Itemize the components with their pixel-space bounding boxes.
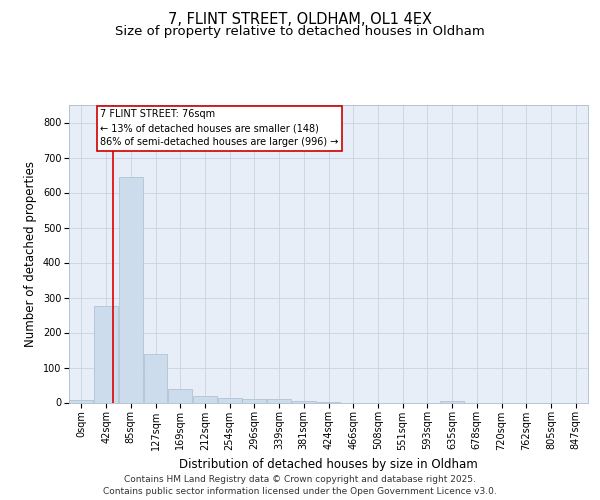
Bar (119, 177, 143, 402)
Bar (218, 398, 242, 402)
Text: 7 FLINT STREET: 76sqm
← 13% of detached houses are smaller (148)
86% of semi-det: 7 FLINT STREET: 76sqm ← 13% of detached … (100, 110, 338, 148)
Text: Size of property relative to detached houses in Oldham: Size of property relative to detached ho… (115, 25, 485, 38)
Bar (143, 354, 167, 403)
Bar (242, 398, 266, 402)
Text: Contains HM Land Registry data © Crown copyright and database right 2025.
Contai: Contains HM Land Registry data © Crown c… (103, 475, 497, 496)
Bar (292, 401, 316, 402)
Text: 7, FLINT STREET, OLDHAM, OL1 4EX: 7, FLINT STREET, OLDHAM, OL1 4EX (168, 12, 432, 28)
Bar (440, 401, 464, 402)
Bar (193, 396, 217, 402)
X-axis label: Distribution of detached houses by size in Oldham: Distribution of detached houses by size … (179, 458, 478, 471)
Bar (168, 389, 192, 402)
Bar (70, 400, 94, 402)
Y-axis label: Number of detached properties: Number of detached properties (25, 161, 37, 347)
Bar (94, 306, 118, 402)
Bar (267, 398, 291, 402)
